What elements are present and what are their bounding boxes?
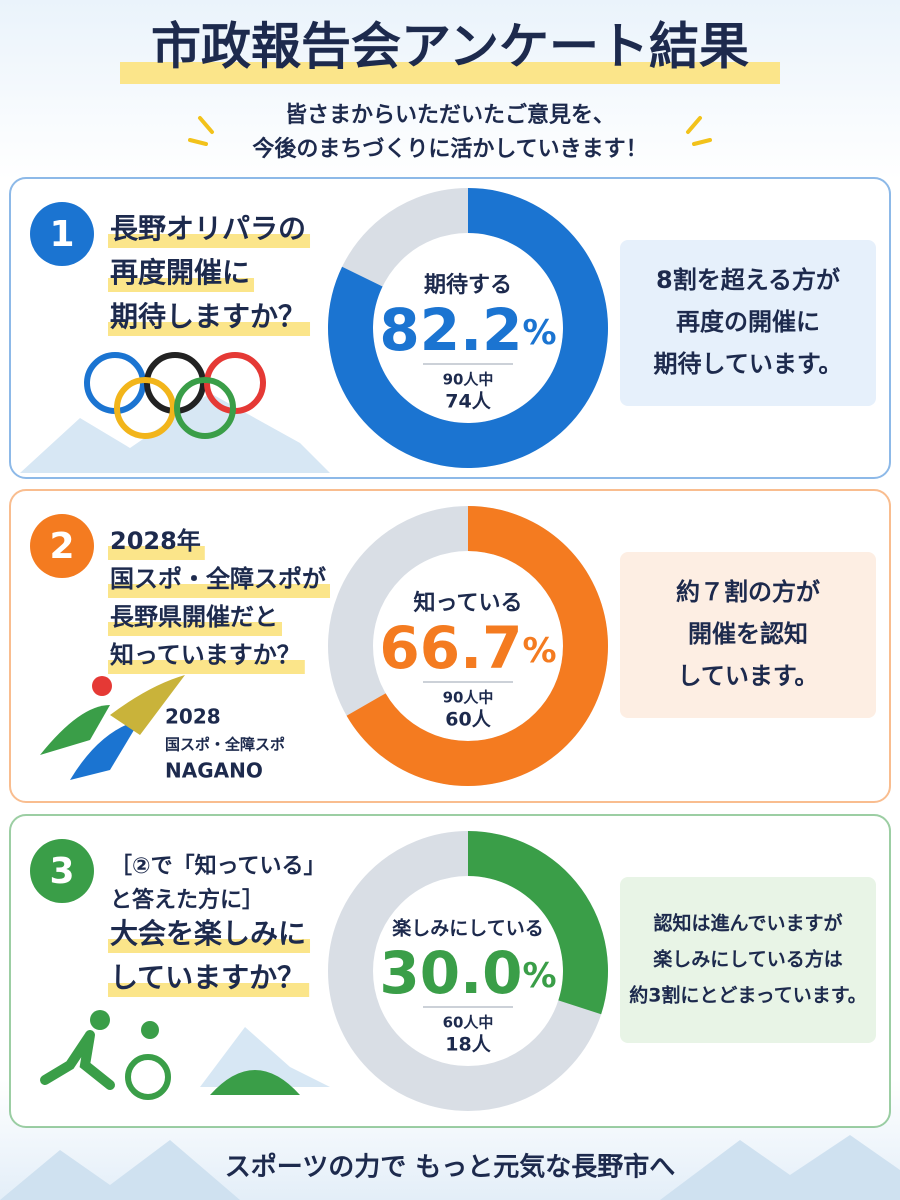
subtitle: 今後のまちづくりに活かしていきます！ xyxy=(252,136,647,162)
title: 市政報告会アンケート結果 xyxy=(151,18,749,76)
question-highlight xyxy=(108,584,330,598)
question: 長野県開催だと xyxy=(110,603,278,631)
comment: 楽しみにしている方は xyxy=(653,948,842,971)
number: 1 xyxy=(49,214,74,255)
percent: 66.7% xyxy=(379,614,556,682)
logo-text: 国スポ・全障スポ xyxy=(165,736,285,754)
question-note: ［②で「知っている」 xyxy=(110,853,326,879)
percent-unit: % xyxy=(523,631,557,671)
logo-dot xyxy=(92,676,112,696)
question: 期待しますか？ xyxy=(110,300,306,333)
percent-unit: % xyxy=(523,956,557,996)
answer-label: 知っている xyxy=(414,590,523,616)
logo-text: NAGANO xyxy=(165,759,263,783)
comment: 8割を超える方が xyxy=(656,266,840,294)
answer-label: 期待する xyxy=(424,272,512,298)
mountains xyxy=(0,1140,240,1200)
percent-value: 30.0 xyxy=(379,939,522,1007)
number-badge xyxy=(30,514,94,578)
number-badge xyxy=(30,839,94,903)
donut-arc xyxy=(328,188,608,468)
mountains xyxy=(20,393,330,473)
base: 90人中 xyxy=(443,689,494,707)
mountains xyxy=(200,1027,330,1087)
comment: 再度の開催に xyxy=(676,308,820,336)
answer-label: 楽しみにしている xyxy=(392,917,543,940)
question: 大会を楽しみに xyxy=(110,917,306,950)
question: 知っていますか？ xyxy=(110,641,301,669)
count: 74人 xyxy=(445,391,491,413)
donut-arc xyxy=(468,831,608,1015)
comment-box xyxy=(620,552,876,718)
percent-value: 66.7 xyxy=(379,614,522,682)
mountains xyxy=(660,1135,900,1200)
question: していますか？ xyxy=(110,961,305,994)
wheel xyxy=(125,1054,171,1100)
number-badge xyxy=(30,202,94,266)
question-note: と答えた方に］ xyxy=(110,887,264,913)
logo-figure xyxy=(110,675,185,735)
question-highlight xyxy=(108,983,310,997)
footer: スポーツの力で もっと元気な長野市へ xyxy=(225,1152,676,1183)
percent-value: 82.2 xyxy=(379,296,522,364)
question: 再度開催に xyxy=(110,256,250,289)
logo-figure xyxy=(40,705,110,755)
number: 3 xyxy=(49,851,74,892)
number: 2 xyxy=(49,526,74,567)
sparkles xyxy=(188,116,712,146)
count: 18人 xyxy=(445,1034,491,1056)
question: 国スポ・全障スポが xyxy=(110,565,326,593)
runner xyxy=(40,1030,115,1090)
comment-box xyxy=(620,877,876,1043)
question-highlight xyxy=(108,622,282,636)
base: 90人中 xyxy=(443,371,494,389)
logo-figure xyxy=(70,720,140,780)
comment: 開催を認知 xyxy=(688,620,808,648)
base: 60人中 xyxy=(443,1014,494,1032)
comment: しています。 xyxy=(678,662,819,690)
count: 60人 xyxy=(445,709,491,731)
comment: 約７割の方が xyxy=(676,578,820,606)
comment: 約3割にとどまっています。 xyxy=(629,984,867,1007)
ring xyxy=(174,377,236,439)
question-highlight xyxy=(108,322,311,336)
question: 長野オリパラの xyxy=(110,212,306,245)
runner-head xyxy=(90,1010,110,1030)
wheelchair-head xyxy=(141,1021,159,1039)
question-highlight xyxy=(108,546,205,560)
stadium xyxy=(210,1070,300,1095)
title-highlight xyxy=(120,62,780,84)
ring xyxy=(114,377,176,439)
comment-box xyxy=(620,240,876,406)
question-highlight xyxy=(108,234,311,248)
percent-unit: % xyxy=(523,313,557,353)
subtitle: 皆さまからいただいたご意見を、 xyxy=(285,102,615,128)
donut-arc xyxy=(346,506,608,786)
logo-text: 2028 xyxy=(165,705,221,729)
question-highlight xyxy=(108,278,255,292)
question-highlight xyxy=(108,660,305,674)
question-highlight xyxy=(108,939,311,953)
percent: 82.2% xyxy=(379,296,556,364)
question: 2028年 xyxy=(110,527,201,555)
comment: 期待しています。 xyxy=(654,350,843,378)
percent: 30.0% xyxy=(379,939,556,1007)
comment: 認知は進んでいますが xyxy=(653,912,842,935)
